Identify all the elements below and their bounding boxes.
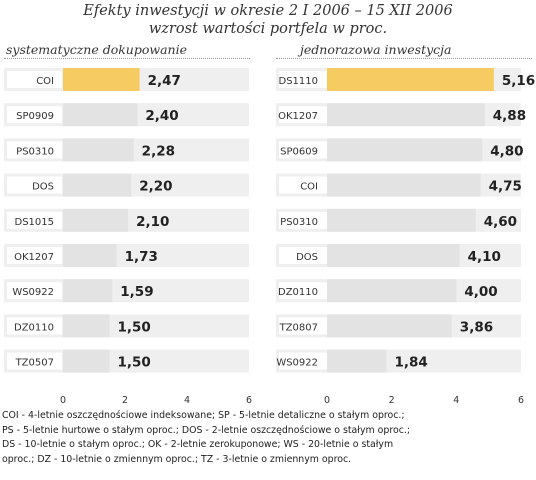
category-label-box [7, 176, 62, 194]
footnote-line-4: oproc.; DZ - 10-letnie o zmiennym oproc.… [2, 453, 352, 465]
footnote-line-1: COI - 4-letnie oszczędnościowe indeksowa… [2, 410, 405, 421]
value-label: 1,59 [120, 284, 153, 300]
category-label-box [279, 211, 327, 229]
bar [63, 349, 110, 373]
category-label: WS0922 [276, 358, 318, 369]
x-tick-label: 6 [246, 395, 252, 406]
x-tick-label: 6 [518, 395, 524, 406]
category-label: WS0922 [12, 287, 54, 298]
category-label-box [7, 106, 62, 124]
category-label-box [7, 211, 62, 229]
value-label: 4,88 [493, 108, 526, 124]
bar [327, 103, 485, 127]
bar [327, 244, 460, 267]
category-label: PS0310 [280, 217, 318, 228]
bar [63, 208, 129, 232]
value-label: 2,10 [136, 214, 169, 230]
bar [63, 244, 117, 267]
category-label-box [279, 282, 327, 300]
category-label: SP0609 [280, 146, 318, 157]
bar [327, 279, 457, 303]
right-header-separator [276, 58, 532, 59]
category-label: DZ0110 [278, 287, 318, 298]
chart-title-line-1: Efekty inwestycji w okresie 2 I 2006 – 1… [83, 3, 453, 19]
value-label: 1,73 [125, 249, 158, 265]
x-tick-label: 0 [324, 395, 330, 406]
value-label: 2,47 [148, 73, 181, 89]
category-label-box [7, 282, 62, 300]
category-label: COI [300, 182, 318, 193]
left-chart-subtitle: systematyczne dokupowanie [6, 42, 187, 57]
x-tick-label: 2 [389, 395, 395, 406]
value-label: 4,80 [490, 143, 523, 159]
value-label: 3,86 [460, 319, 493, 335]
bar [63, 103, 138, 127]
bar [63, 138, 134, 162]
category-label-box [279, 141, 327, 159]
category-label: OK1207 [278, 111, 318, 122]
right-chart-subtitle: jednorazowa inwestycja [300, 42, 452, 57]
category-label: DS1015 [15, 217, 55, 228]
value-label: 4,00 [464, 284, 497, 300]
category-label: DZ0110 [14, 322, 54, 333]
bar [327, 173, 481, 197]
bar [327, 314, 452, 338]
category-label-box [7, 71, 62, 88]
value-label: 4,10 [468, 249, 501, 265]
value-label: 5,16 [502, 73, 535, 89]
x-tick-label: 4 [184, 395, 190, 406]
category-label-box [279, 176, 327, 194]
value-label: 2,40 [145, 108, 178, 124]
x-tick-label: 4 [453, 395, 459, 406]
x-tick-label: 2 [122, 395, 128, 406]
category-label: COI [36, 76, 54, 87]
category-label: DOS [32, 182, 54, 193]
left-header-separator [4, 58, 250, 59]
category-label: PS0310 [16, 146, 54, 157]
category-label: DOS [296, 252, 318, 263]
category-label-box [279, 71, 327, 88]
value-label: 1,50 [118, 319, 151, 335]
category-label-box [7, 352, 62, 370]
footnote-line-2: PS - 5-letnie hurtowe o stałym oproc.; D… [2, 424, 410, 436]
bar [63, 314, 110, 338]
value-label: 2,28 [142, 143, 175, 159]
category-label: TZ0807 [279, 322, 318, 333]
category-label-box [279, 247, 327, 264]
value-label: 1,50 [118, 355, 151, 371]
chart-title-line-2: wzrost wartości portfela w proc. [148, 21, 388, 37]
bar [327, 68, 494, 91]
category-label-box [7, 141, 62, 159]
bar [63, 279, 113, 303]
category-label: SP0909 [16, 111, 54, 122]
category-label-box [279, 317, 327, 335]
category-label: TZ0507 [15, 358, 54, 369]
category-label-box [279, 352, 327, 370]
value-label: 4,60 [484, 214, 517, 230]
footnote-line-3: DS - 10-letnie o stałym oproc.; OK - 2-l… [2, 439, 394, 450]
category-label: OK1207 [14, 252, 54, 263]
value-label: 4,75 [489, 179, 522, 195]
value-label: 2,20 [139, 179, 172, 195]
bar [327, 138, 483, 162]
category-label: DS1110 [279, 76, 319, 87]
bar [63, 68, 140, 91]
bar [63, 173, 132, 197]
x-tick-label: 0 [60, 395, 66, 406]
bar [327, 208, 476, 232]
bar [327, 349, 387, 373]
category-label-box [279, 106, 327, 124]
category-label-box [7, 247, 62, 264]
category-label-box [7, 317, 62, 335]
value-label: 1,84 [394, 355, 427, 371]
